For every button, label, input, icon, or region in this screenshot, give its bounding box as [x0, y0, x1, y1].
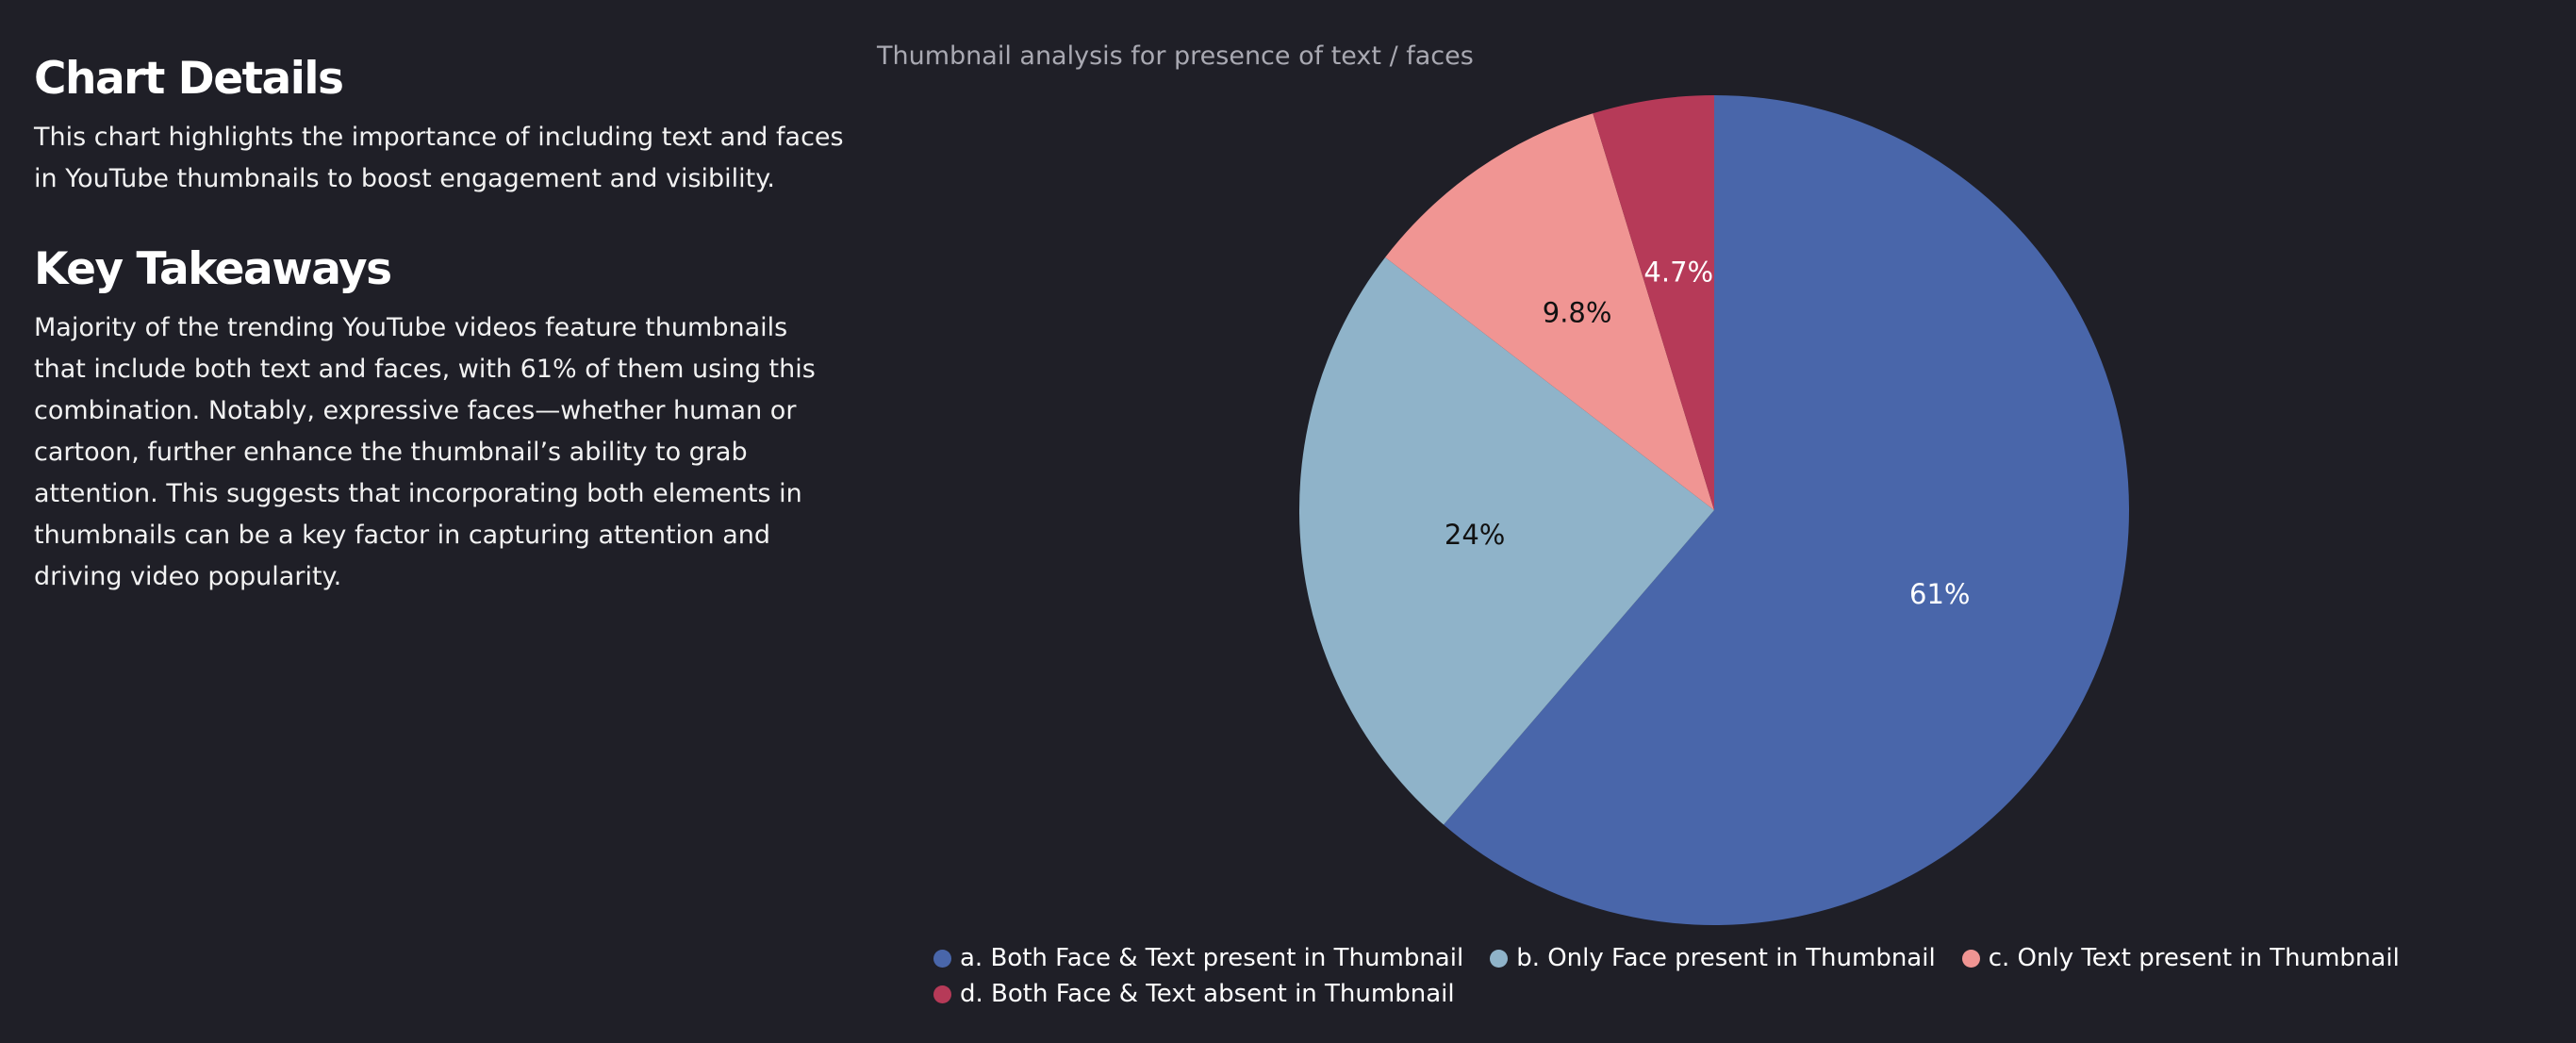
pie-slice-b-only-face-present-in-thumbnail[interactable]	[1299, 257, 1714, 825]
pie-label-c-only-text-present-in-thumbnail: 9.8%	[1543, 296, 1612, 328]
legend-label: d. Both Face & Text absent in Thumbnail	[960, 980, 1455, 1008]
key-takeaways-text: Majority of the trending YouTube videos …	[34, 313, 816, 591]
pie-label-a-both-face-text-present-in-thumbnail: 61%	[1909, 578, 1970, 610]
chart-details-heading: Chart Details	[34, 53, 344, 105]
legend-swatch	[933, 949, 951, 968]
pie-slice-d-both-face-text-absent-in-thumbnail[interactable]	[1593, 95, 1714, 510]
legend-item-c-only-text-present-in-thumbnail[interactable]: c. Only Text present in Thumbnail	[1961, 943, 2400, 973]
pie-slice-c-only-text-present-in-thumbnail[interactable]	[1385, 113, 1714, 511]
legend-swatch	[1961, 949, 1980, 968]
legend-label: a. Both Face & Text present in Thumbnail	[960, 944, 1464, 972]
key-takeaways-heading: Key Takeaways	[34, 243, 392, 295]
pie-slices	[1299, 95, 2129, 925]
legend-label: b. Only Face present in Thumbnail	[1516, 944, 1936, 972]
legend-label: c. Only Text present in Thumbnail	[1988, 944, 2400, 972]
chart-legend: a. Both Face & Text present in Thumbnail…	[933, 943, 2404, 1009]
legend-item-d-both-face-text-absent-in-thumbnail[interactable]: d. Both Face & Text absent in Thumbnail	[933, 979, 1455, 1009]
description-panel: Chart Details This chart highlights the …	[34, 47, 845, 598]
chart-details-text: This chart highlights the importance of …	[34, 123, 844, 193]
legend-item-b-only-face-present-in-thumbnail[interactable]: b. Only Face present in Thumbnail	[1490, 943, 1936, 973]
key-takeaways-section: Key Takeaways Majority of the trending Y…	[34, 238, 845, 598]
chart-title: Thumbnail analysis for presence of text …	[877, 41, 1474, 71]
legend-swatch	[1490, 949, 1509, 968]
chart-details-section: Chart Details This chart highlights the …	[34, 47, 845, 200]
pie-slice-a-both-face-text-present-in-thumbnail[interactable]	[1444, 95, 2129, 925]
legend-swatch	[933, 985, 951, 1003]
pie-label-b-only-face-present-in-thumbnail: 24%	[1445, 519, 1505, 551]
pie-labels: 61% 24% 9.8% 4.7%	[1445, 257, 1971, 610]
legend-item-a-both-face-text-present-in-thumbnail[interactable]: a. Both Face & Text present in Thumbnail	[933, 943, 1463, 973]
pie-label-d-both-face-text-absent-in-thumbnail: 4.7%	[1643, 257, 1713, 289]
